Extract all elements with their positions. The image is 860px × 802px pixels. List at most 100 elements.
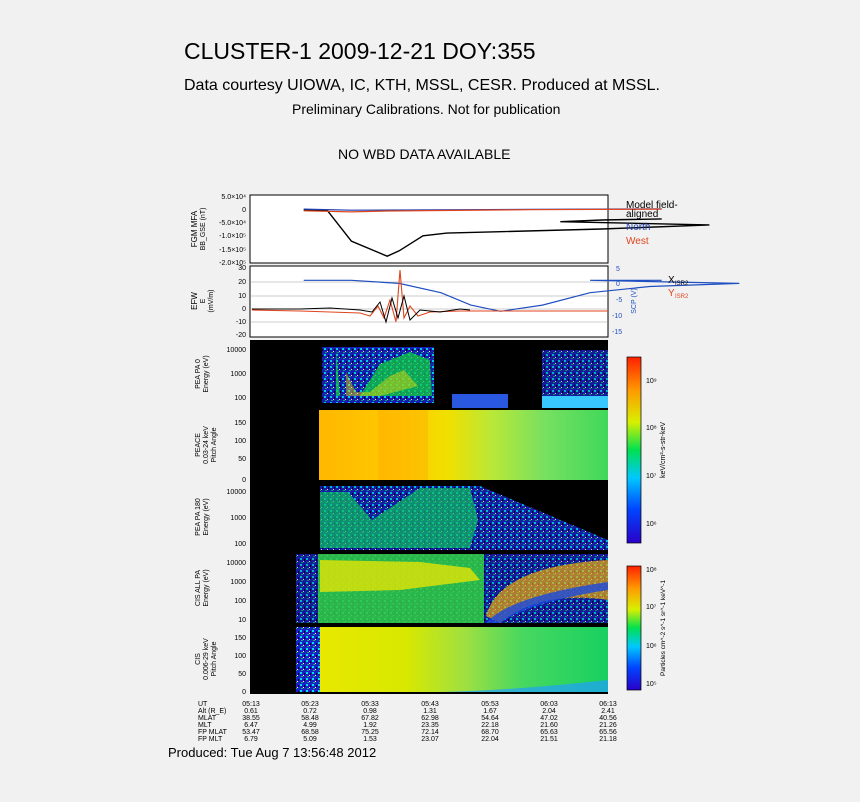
peace-colorbar-label: keV/cm²-s-str-keV [660, 422, 667, 478]
peace-colorbar-tick: 10⁶ [646, 521, 657, 528]
ephemeris-cell: 62.98 [421, 715, 439, 722]
pea-pa0-ytick: 1000 [230, 371, 246, 378]
fgm-frame [249, 194, 609, 264]
cis-pitch-ylabel-energy: 0.006-29 keV [203, 638, 210, 680]
efw-legend-y-sub: ISR2 [675, 294, 689, 300]
cis-colorbar-tick: 10⁸ [646, 567, 657, 574]
ephemeris-cell: 54.64 [481, 715, 499, 722]
cis-pitch-ytick: 150 [234, 635, 246, 642]
cis-colorbar-tick: 10⁶ [646, 643, 657, 650]
cis-pitch-spectrogram [320, 627, 608, 692]
pea-pa180-panel: 10000 1000 100 PEA PA 180 Energy (eV) [195, 482, 608, 552]
peace-colorbar-scale [626, 356, 642, 544]
efw-ytick: 30 [238, 265, 246, 272]
ephemeris-row-label: MLT [198, 722, 212, 729]
pea-pa0-right-band [542, 396, 608, 408]
ephemeris-row-label: FP MLAT [198, 729, 228, 736]
ephemeris-cell: 65.63 [540, 729, 558, 736]
ephemeris-cell: 0.98 [363, 708, 377, 715]
cis-colorbar-scale [626, 565, 642, 691]
peace-dense-zone [378, 410, 428, 480]
ephemeris-cell: 23.07 [421, 736, 439, 743]
ephemeris-ut-tick: 06:13 [599, 701, 617, 708]
pea-pa0-low-band [452, 394, 508, 408]
cis-all-ylabel: CIS ALL PA [195, 570, 202, 607]
efw-ylabel: EFW [190, 292, 199, 310]
cis-all-ytick: 10000 [227, 560, 247, 567]
efw-ytick: -10 [236, 319, 246, 326]
efw-scp-tick: -10 [612, 313, 622, 320]
ephemeris-cell: 22.04 [481, 736, 499, 743]
peace-pitch-panel: 150 100 50 0 PEACE 0.03-24 keV Pitch Ang… [195, 408, 608, 484]
ephemeris-ut-tick: 05:33 [361, 701, 379, 708]
peace-ytick: 150 [234, 420, 246, 427]
ephemeris-cell: 58.48 [301, 715, 319, 722]
fgm-legend-aligned: aligned [626, 209, 658, 220]
ephemeris-cell: 67.82 [361, 715, 379, 722]
peace-spectrogram [319, 410, 608, 480]
efw-scp-line [303, 279, 740, 312]
ephemeris-cell: 0.72 [303, 708, 317, 715]
fgm-ylabel: FGM MFA [190, 210, 199, 247]
ephemeris-cell: 1.67 [483, 708, 497, 715]
pea-pa0-ytick: 100 [234, 395, 246, 402]
preliminary-notice: Preliminary Calibrations. Not for public… [292, 101, 561, 117]
ephemeris-cell: 40.56 [599, 715, 617, 722]
efw-y-line [251, 269, 608, 323]
efw-scp-label: SCP (V) [631, 288, 638, 314]
ephemeris-cell: 2.41 [601, 708, 615, 715]
pea-pa180-gap [440, 486, 608, 540]
efw-ytick: 10 [238, 293, 246, 300]
fgm-ytick: -5.0×10⁴ [219, 220, 246, 227]
cis-colorbar-tick: 10⁵ [646, 681, 657, 688]
ephemeris-cell: 1.31 [423, 708, 437, 715]
efw-x-line [252, 294, 471, 324]
pea-pa180-ytick: 100 [234, 541, 246, 548]
efw-legend-x: X [668, 275, 675, 286]
pea-pa180-ytick: 1000 [230, 515, 246, 522]
ephemeris-cell: 47.02 [540, 715, 558, 722]
efw-legend-x-sub: ISR2 [675, 281, 689, 287]
cis-pitch-ytick: 100 [234, 653, 246, 660]
fgm-legend-west: West [626, 236, 649, 247]
pea-pa180-ylabel-units: Energy (eV) [203, 498, 210, 535]
cis-pitch-lower-band [440, 680, 608, 692]
cis-pitch-edge [296, 627, 320, 692]
data-courtesy: Data courtesy UIOWA, IC, KTH, MSSL, CESR… [184, 77, 660, 94]
ephemeris-cell: 38.55 [242, 715, 260, 722]
ephemeris-row-label: Alt (R_E) [198, 708, 226, 715]
peace-ytick: 0 [242, 477, 246, 484]
ephemeris-row-label: FP MLT [198, 736, 223, 743]
efw-ylabel-e: E [200, 298, 207, 303]
ephemeris-cell: 23.35 [421, 722, 439, 729]
pea-pa0-ytick: 10000 [227, 347, 247, 354]
cis-colorbar: 10⁸ 10⁷ 10⁶ 10⁵ Particles cm^-2 s^-1 sr^… [626, 565, 667, 691]
fgm-ytick: -1.0×10⁵ [219, 233, 246, 240]
ephemeris-cell: 6.47 [244, 722, 258, 729]
peace-colorbar-tick: 10⁷ [646, 473, 657, 480]
efw-legend-y: Y [668, 288, 675, 299]
pea-pa0-green-region [336, 350, 432, 396]
ephemeris-cell: 21.18 [599, 736, 617, 743]
cis-all-ytick: 100 [234, 598, 246, 605]
peace-ytick: 50 [238, 456, 246, 463]
ephemeris-cell: 68.58 [301, 729, 319, 736]
ephemeris-cell: 21.60 [540, 722, 558, 729]
ephemeris-cell: 21.51 [540, 736, 558, 743]
cis-colorbar-tick: 10⁷ [646, 604, 657, 611]
fgm-model-field-line [303, 209, 710, 257]
ephemeris-row-label: UT [198, 701, 208, 708]
pea-pa0-ylabel-units: Energy (eV) [203, 355, 210, 392]
page-title: CLUSTER-1 2009-12-21 DOY:355 [184, 38, 536, 64]
cis-all-pa-panel: 10000 1000 100 10 CIS ALL PA Energy (eV) [195, 552, 608, 625]
cis-pitch-ytick: 0 [242, 689, 246, 696]
ephemeris-ut-tick: 05:13 [242, 701, 260, 708]
fgm-ytick: -2.0×10⁵ [219, 260, 246, 267]
ephemeris-cell: 75.25 [361, 729, 379, 736]
ephemeris-cell: 1.53 [363, 736, 377, 743]
pea-pa0-panel: 10000 1000 100 PEA PA 0 Energy (eV) [195, 340, 608, 408]
pea-pa180-green-region [320, 488, 478, 548]
peace-ytick: 100 [234, 438, 246, 445]
efw-scp-tick: 0 [616, 281, 620, 288]
